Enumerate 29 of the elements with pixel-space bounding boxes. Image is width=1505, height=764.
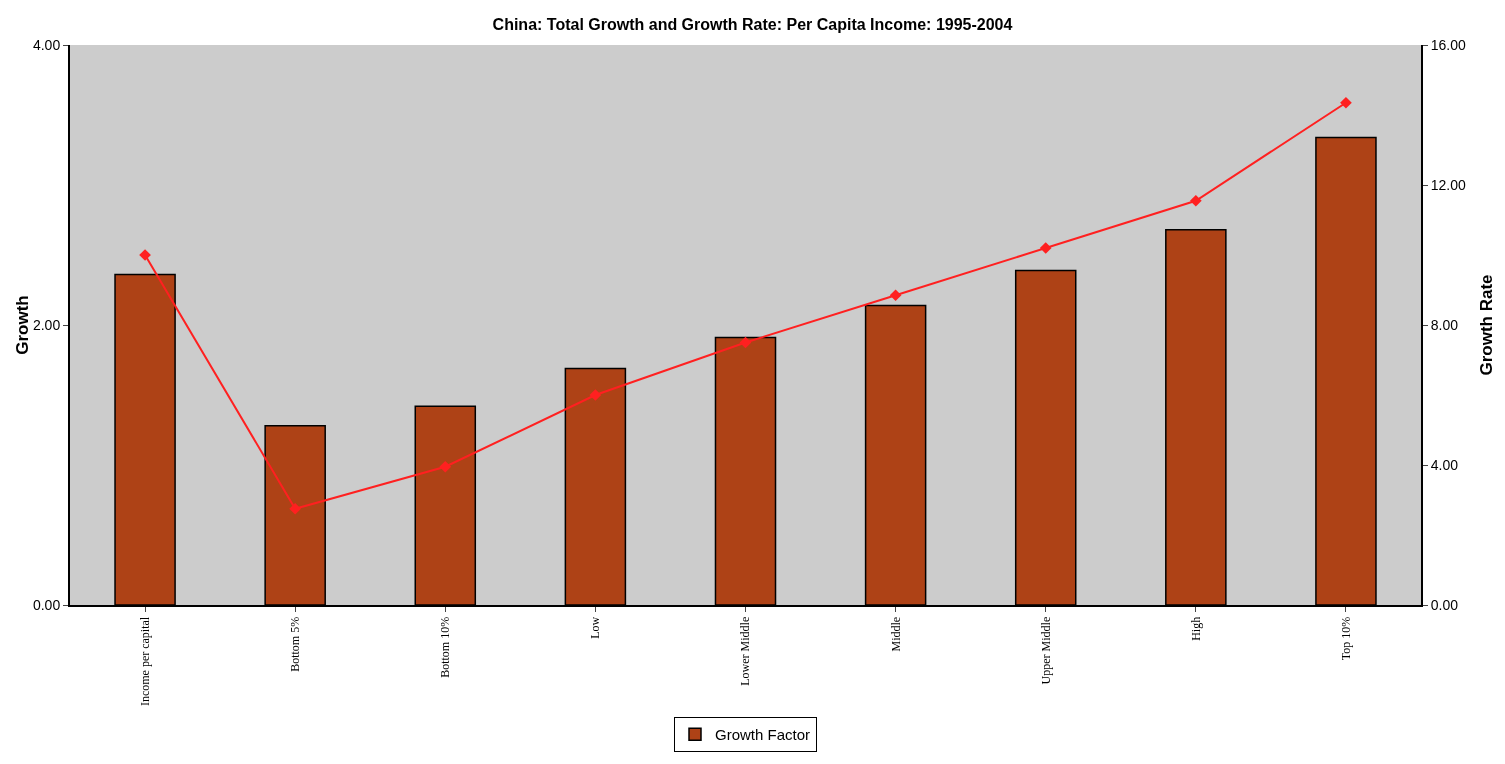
x-tick-label: Bottom 5%: [288, 616, 303, 672]
y-tick-label: 4.00: [32, 36, 61, 53]
y-axis-title: Growth: [13, 295, 32, 355]
x-tick-label: Middle: [888, 616, 903, 652]
point: [1039, 242, 1052, 254]
x-tick-label: Lower Middle: [738, 616, 753, 686]
x-tick-label: High: [1188, 616, 1203, 641]
y-tick-label: 0.00: [32, 596, 61, 613]
x-tick-label: Top 10%: [1338, 616, 1353, 661]
x-tick-label: Upper Middle: [1038, 616, 1053, 685]
y2-axis-title: Growth Rate: [1476, 274, 1496, 376]
point: [589, 389, 602, 401]
y-tick-label: 2.00: [32, 316, 61, 333]
point: [289, 502, 302, 515]
x-tick-label: Low: [588, 616, 603, 639]
x-tick-label: Income per capital: [137, 616, 152, 707]
y2-tick-label: 16.00: [1430, 36, 1467, 53]
chart-title: China: Total Growth and Growth Rate: Per Capita Income: 1995-2004: [492, 16, 1013, 34]
point: [1340, 96, 1352, 109]
x-tick-label: Bottom 10%: [438, 616, 453, 678]
point: [889, 289, 902, 302]
point: [739, 336, 752, 349]
legend-label: Growth Factor: [715, 726, 811, 744]
y2-tick-label: 12.00: [1430, 176, 1467, 193]
point: [439, 460, 452, 473]
point: [1189, 194, 1202, 207]
y2-tick-label: 8.00: [1430, 316, 1459, 333]
y2-tick-label: 0.00: [1430, 596, 1459, 613]
y2-tick-label: 4.00: [1430, 456, 1459, 473]
